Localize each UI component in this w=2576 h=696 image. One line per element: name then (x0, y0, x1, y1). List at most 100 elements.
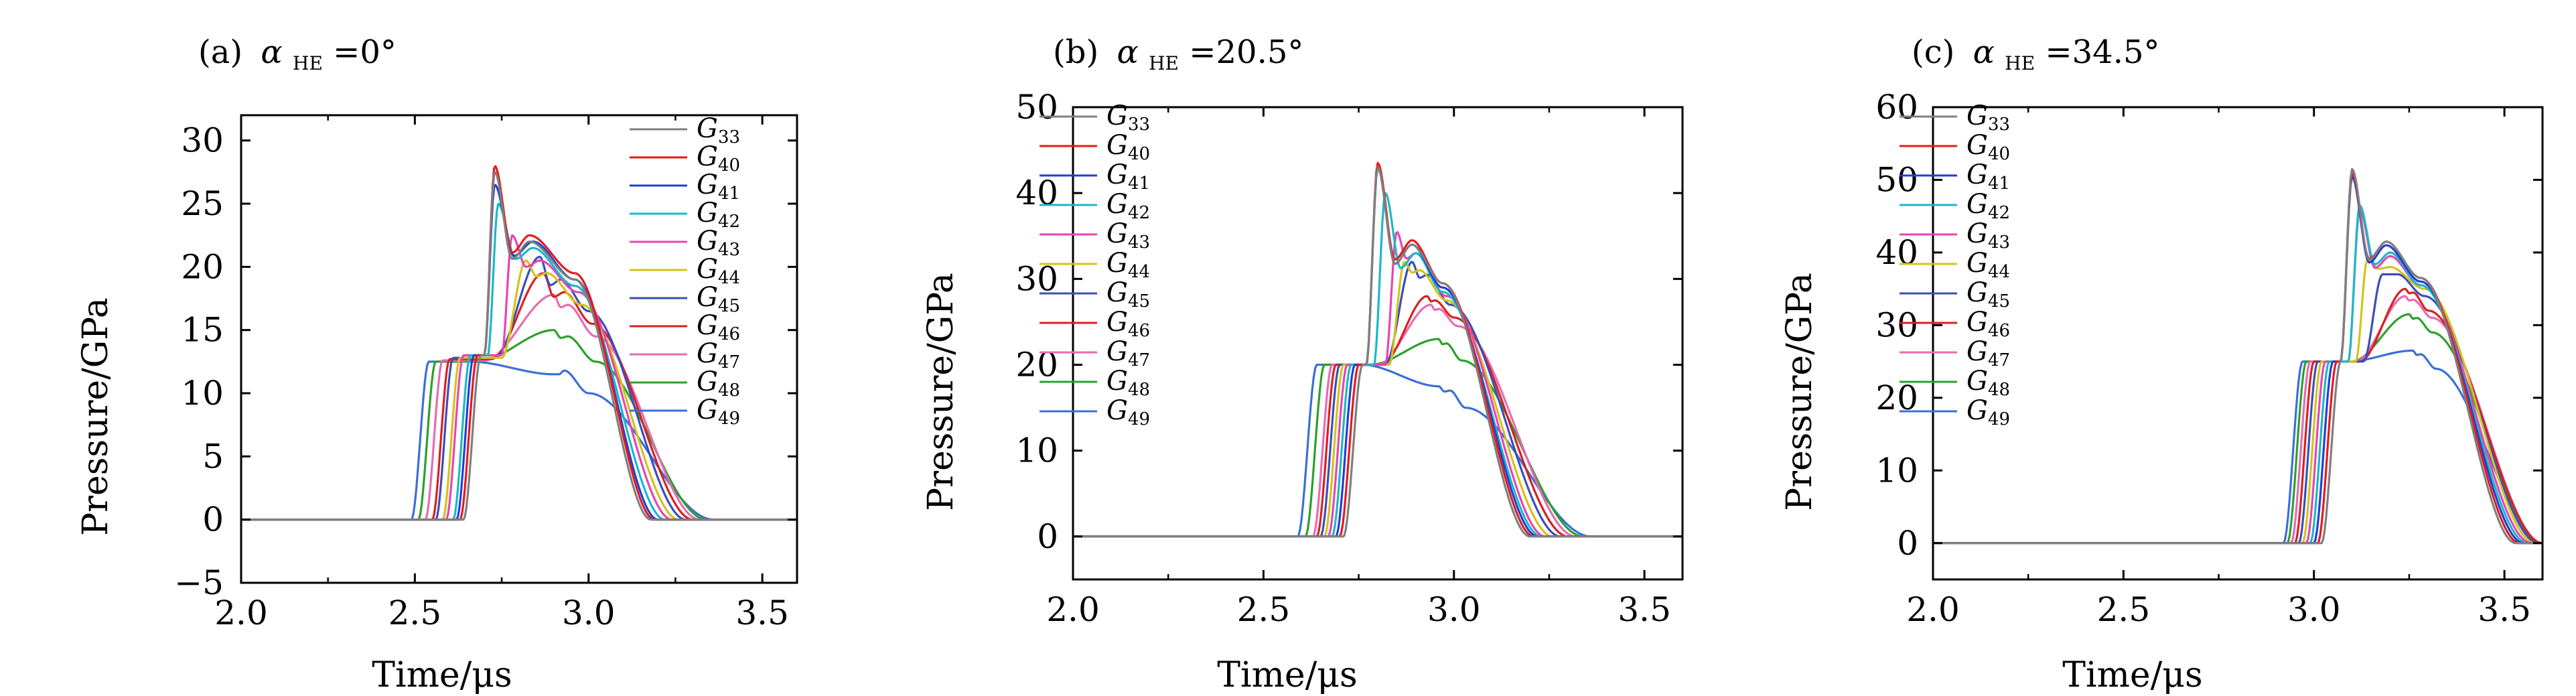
legend-label: G48 (697, 366, 740, 401)
chart-a-series-group (241, 165, 797, 521)
legend-label: G40 (1106, 130, 1150, 164)
y-tick-label: 5 (202, 437, 224, 476)
legend-label: G43 (1966, 218, 2010, 253)
legend-label: G33 (697, 113, 740, 147)
chart-c-alpha-value: =34.5° (2045, 33, 2159, 71)
y-tick-label: 0 (202, 500, 224, 539)
chart-c-panel-label: (c) (1912, 33, 1954, 71)
y-tick-label: 0 (1037, 517, 1058, 556)
chart-a-svg: (a) α HE =0° 2.0 2.5 3.0 3.5 −5 0 5 10 15 20 25 30 G… (76, 33, 798, 695)
x-tick-label: 3.5 (2478, 590, 2531, 629)
y-tick-label: 50 (1875, 160, 1918, 199)
legend-label: G48 (1106, 366, 1150, 400)
series-line-G33 (1073, 166, 1683, 538)
x-tick-label: 3.0 (2287, 590, 2341, 629)
legend-label: G42 (1966, 189, 2010, 223)
legend-label: G47 (1106, 336, 1150, 370)
chart-b-ylabel: Pressure/GPa (921, 273, 961, 511)
x-tick-label: 3.0 (1427, 590, 1481, 629)
y-tick-label: 20 (181, 247, 224, 286)
chart-c-svg: (c) α HE =34.5° 2.0 2.5 3.0 3.5010203040506… (1780, 33, 2544, 695)
legend-label: G43 (1106, 218, 1150, 253)
legend-label: G43 (697, 226, 740, 260)
y-tick-label: 50 (1015, 88, 1058, 127)
chart-panel-a: (a) α HE =0° 2.0 2.5 3.0 3.5 −5 0 5 10 15 20 25 30 G… (0, 0, 859, 696)
chart-b-panel-label: (b) (1053, 33, 1098, 71)
chart-a-alpha-symbol: α (261, 33, 282, 71)
series-line-G45 (1933, 273, 2543, 545)
y-tick-label: 10 (1875, 451, 1918, 490)
y-tick-label: 10 (181, 374, 224, 413)
chart-b-alpha-subscript: HE (1149, 52, 1179, 74)
legend-label: G46 (697, 310, 740, 344)
x-tick-label: 2.0 (214, 594, 268, 632)
series-line-G44 (1933, 259, 2543, 545)
plot-frame (240, 114, 798, 584)
legend-label: G49 (697, 395, 740, 429)
legend-label: G46 (1966, 307, 2010, 341)
y-tick-label: 30 (1015, 259, 1058, 298)
chart-b-title: (b) α HE =20.5° (1053, 33, 1303, 78)
legend-label: G41 (1106, 159, 1150, 194)
chart-c-series-group (1933, 167, 2543, 545)
chart-panel-b: (b) α HE =20.5° 2.0 2.5 3.0 3.5 0 10 20 30 40 50 G… (859, 0, 1717, 696)
chart-b-series-group (1073, 161, 1683, 538)
y-tick-label: −5 (174, 563, 224, 602)
series-line-G42 (1933, 204, 2543, 545)
chart-a-panel-label: (a) (198, 33, 242, 71)
y-tick-label: 40 (1015, 173, 1058, 212)
chart-b-xlabel: Time/μs (1217, 655, 1357, 695)
chart-panel-c: (c) α HE =34.5° 2.0 2.5 3.0 3.5 0 10 20 30 40 50 6… (1717, 0, 2576, 696)
y-tick-label: 15 (181, 311, 224, 350)
y-tick-label: 20 (1015, 346, 1058, 385)
plot-frame (1072, 106, 1684, 581)
y-tick-label: 0 (1897, 524, 1918, 563)
x-tick-label: 2.5 (1237, 590, 1291, 629)
x-tick-label: 2.0 (1906, 590, 1960, 629)
chart-b-alpha-symbol: α (1117, 33, 1138, 71)
chart-c-xlabel: Time/μs (2062, 655, 2202, 695)
series-line-G43 (1073, 231, 1683, 538)
series-line-G49 (1073, 363, 1683, 538)
chart-a-alpha-subscript: HE (293, 52, 323, 74)
series-line-G33 (1933, 167, 2543, 545)
series-line-G49 (1933, 349, 2543, 545)
series-line-G40 (1933, 171, 2543, 545)
legend-label: G49 (1966, 395, 2010, 429)
legend-label: G42 (1106, 189, 1150, 223)
legend-label: G44 (697, 254, 740, 288)
legend-label: G33 (1106, 100, 1150, 135)
series-line-G41 (1073, 166, 1683, 538)
legend-label: G40 (697, 141, 740, 176)
legend-label: G33 (1966, 100, 2010, 135)
chart-c-alpha-subscript: HE (2005, 52, 2035, 74)
plot-frame (1932, 106, 2544, 581)
series-line-G48 (1073, 338, 1683, 538)
legend-label: G45 (697, 282, 740, 316)
legend-label: G45 (1106, 277, 1150, 311)
y-tick-label: 30 (181, 121, 224, 160)
chart-a-title: (a) α HE =0° (198, 33, 397, 78)
x-tick-label: 2.5 (388, 594, 442, 632)
y-tick-label: 60 (1875, 88, 1918, 127)
y-tick-label: 10 (1015, 431, 1058, 470)
x-tick-label: 3.5 (1618, 590, 1671, 629)
legend-label: G45 (1966, 277, 2010, 311)
y-tick-label: 40 (1875, 233, 1918, 272)
y-tick-label: 25 (181, 184, 224, 223)
legend-label: G46 (1106, 307, 1150, 341)
legend-label: G47 (697, 338, 740, 372)
series-line-G47 (1073, 303, 1683, 538)
chart-a-xlabel: Time/μs (372, 655, 512, 695)
legend-label: G40 (1966, 130, 2010, 164)
x-tick-label: 2.0 (1046, 590, 1100, 629)
series-line-G48 (1933, 313, 2543, 545)
legend-label: G41 (1966, 159, 2010, 194)
legend-label: G49 (1106, 395, 1150, 429)
